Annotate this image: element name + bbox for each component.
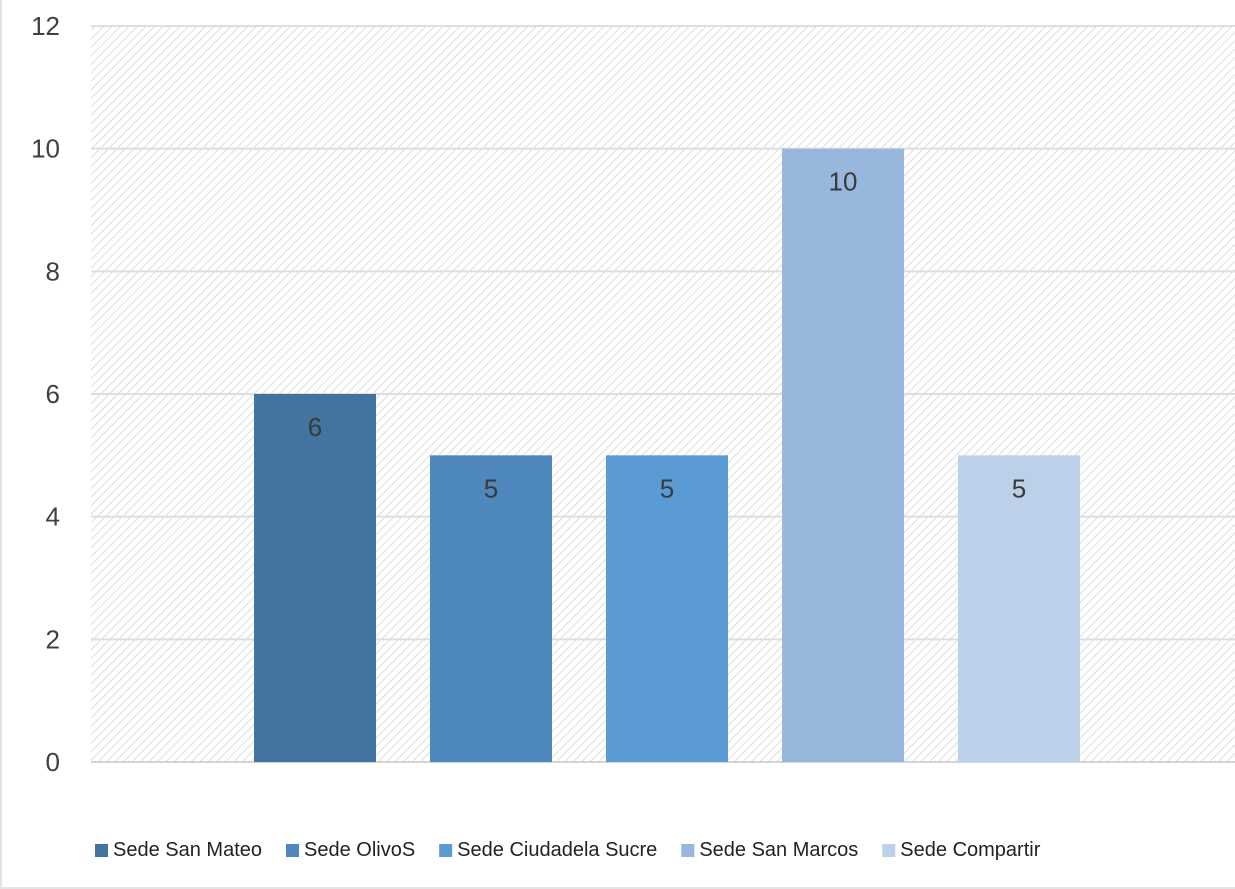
bar [430,455,552,762]
legend-swatch [439,844,453,857]
legend-label: Sede San Marcos [699,839,858,861]
legend-swatch [286,844,299,857]
data-label: 6 [308,412,322,442]
data-label: 5 [484,473,498,503]
y-tick-label: 6 [46,379,60,409]
legend-label: Sede Ciudadela Sucre [457,839,657,861]
bar [958,455,1080,762]
bar [606,455,728,762]
legend-label: Sede OlivoS [304,839,415,861]
data-label: 10 [829,167,858,197]
bar [782,148,904,762]
bar [254,394,376,762]
bars [254,148,1080,762]
legend-label: Sede San Mateo [113,839,262,861]
y-axis: 0 2 4 6 8 10 12 [31,11,60,777]
legend-swatch [95,844,108,857]
legend-label: Sede Compartir [900,839,1040,861]
legend-swatch [882,844,896,857]
y-tick-label: 10 [31,134,60,164]
y-tick-label: 4 [46,502,60,532]
y-tick-label: 12 [31,11,60,41]
y-tick-label: 0 [46,747,60,777]
y-tick-label: 8 [46,256,60,286]
data-label: 5 [1012,473,1026,503]
legend-swatch [681,844,695,857]
data-labels: 6 5 5 10 5 [308,167,1026,504]
legend: Sede San Mateo Sede OlivoS Sede Ciudadela … [95,839,1041,861]
data-label: 5 [660,473,674,503]
y-tick-label: 2 [46,624,60,654]
